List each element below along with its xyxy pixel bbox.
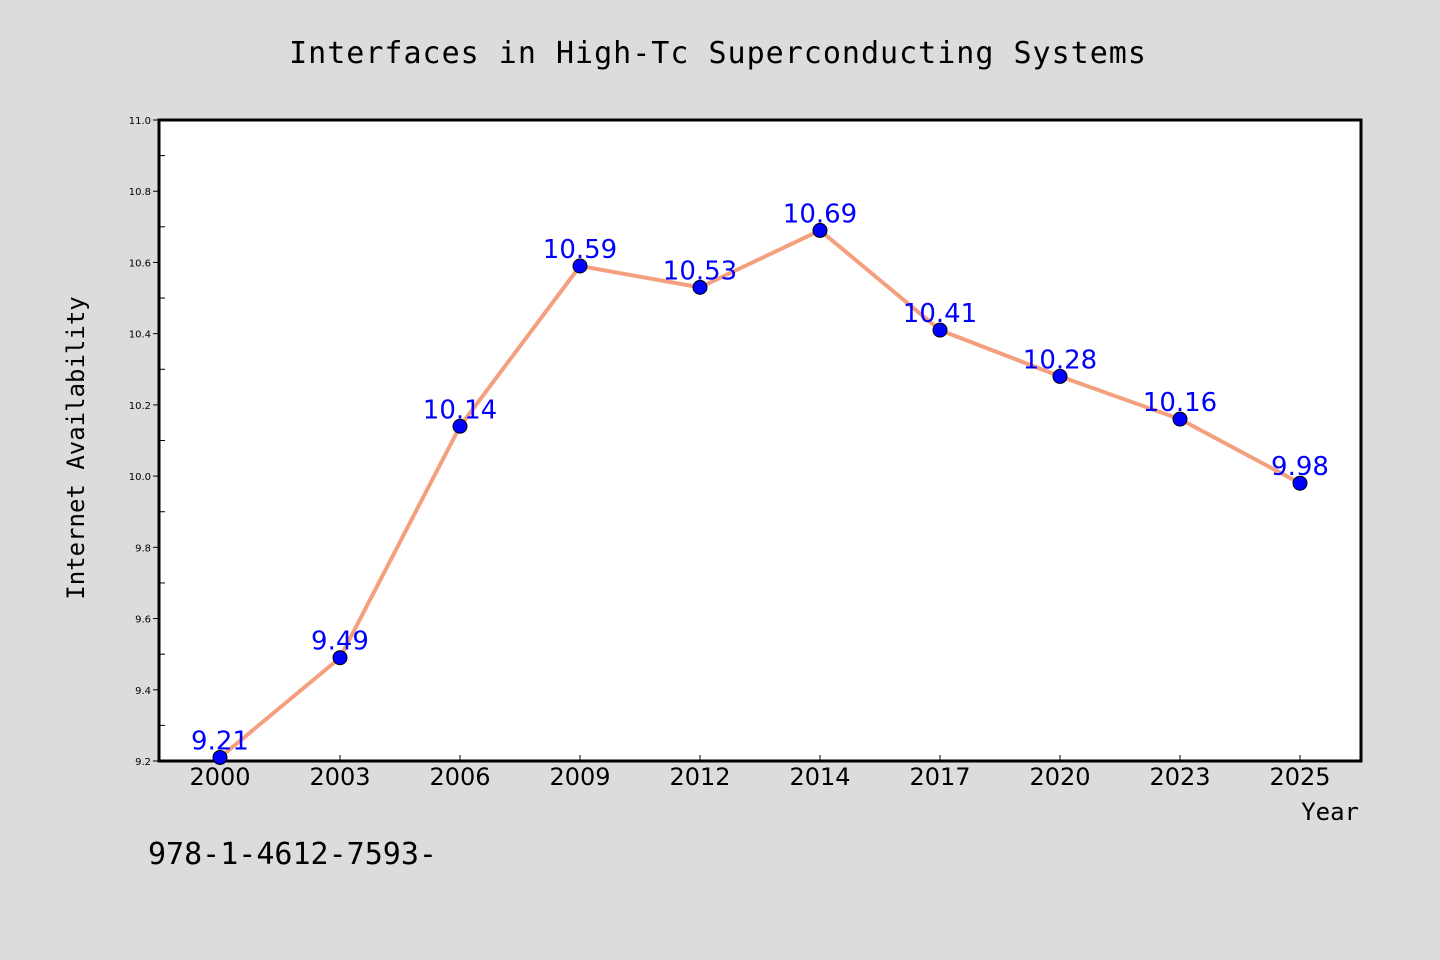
data-point <box>1292 475 1308 491</box>
x-tick-label: 2003 <box>309 763 370 791</box>
data-point <box>1172 411 1188 427</box>
data-label: 10.14 <box>423 395 497 425</box>
data-label: 9.49 <box>311 627 369 657</box>
x-tick-label: 2012 <box>669 763 730 791</box>
data-label: 10.41 <box>903 299 977 329</box>
data-point <box>572 258 588 274</box>
x-tick-label: 2017 <box>909 763 970 791</box>
data-labels: 9.21 9.49 10.14 10.59 10.53 10.69 10.41 10.28 10… <box>191 199 1329 756</box>
y-axis-label: Internet Availability <box>62 296 90 599</box>
y-tick-label: 10.8 <box>129 187 151 198</box>
data-label: 10.59 <box>543 235 617 265</box>
y-tick-label: 11.0 <box>129 116 151 127</box>
y-axis-ticks: 9.2 9.4 9.6 9.8 10.0 10.2 10.4 10.6 10.8 11.0 <box>129 116 165 768</box>
data-label: 10.16 <box>1143 388 1217 418</box>
x-tick-label: 2000 <box>189 763 250 791</box>
y-tick-label: 10.6 <box>129 258 151 269</box>
x-tick-label: 2009 <box>549 763 610 791</box>
plot-area <box>157 118 1363 763</box>
y-tick-label: 9.8 <box>135 543 151 554</box>
data-point <box>692 279 708 295</box>
data-point <box>1052 368 1068 384</box>
data-point <box>812 222 828 238</box>
data-label: 10.28 <box>1023 345 1097 375</box>
data-label: 10.53 <box>663 256 737 286</box>
x-axis-ticks: 2000 2003 2006 2009 2012 2014 2017 2020 2023 2025 <box>189 755 1331 791</box>
y-tick-label: 10.2 <box>129 401 151 412</box>
series-markers <box>212 222 1308 765</box>
x-tick-label: 2025 <box>1269 763 1330 791</box>
y-tick-label: 9.2 <box>135 757 151 768</box>
y-tick-label: 9.4 <box>135 686 151 697</box>
data-label: 9.98 <box>1271 452 1329 482</box>
y-tick-label: 9.6 <box>135 615 151 626</box>
data-label: 9.21 <box>191 726 249 756</box>
data-point <box>932 322 948 338</box>
data-label: 10.69 <box>783 199 857 229</box>
x-axis-label: Year <box>1301 798 1359 826</box>
chart-title: Interfaces in High-Tc Superconducting Sy… <box>289 36 1147 71</box>
x-tick-label: 2020 <box>1029 763 1090 791</box>
data-point <box>332 650 348 666</box>
series-line <box>218 228 1301 759</box>
x-tick-label: 2006 <box>429 763 490 791</box>
footer-text: 978-1-4612-7593- <box>148 837 437 872</box>
y-tick-label: 10.4 <box>129 330 151 341</box>
x-tick-label: 2014 <box>789 763 850 791</box>
data-point <box>452 418 468 434</box>
data-point <box>212 749 228 765</box>
x-tick-label: 2023 <box>1149 763 1210 791</box>
y-tick-label: 10.0 <box>129 472 151 483</box>
